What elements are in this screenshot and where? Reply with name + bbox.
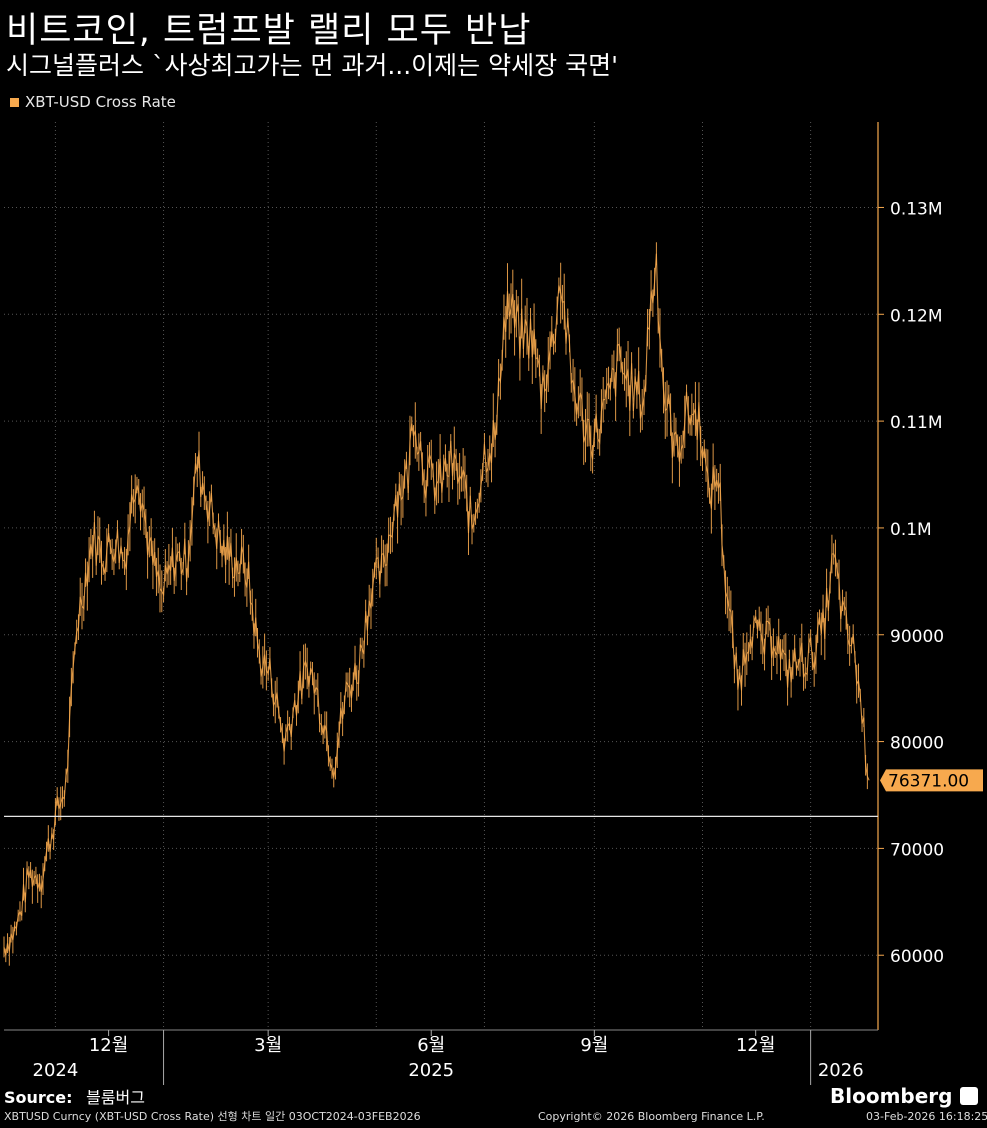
y-tick-label: 90000 <box>890 627 944 647</box>
y-tick-label: 0.1M <box>890 520 932 540</box>
chart-subtitle: 시그널플러스 `사상최고가는 먼 과거...이제는 약세장 국면' <box>6 51 618 80</box>
y-tick-label: 60000 <box>890 947 944 967</box>
x-year-label: 2024 <box>33 1060 79 1081</box>
x-month-label: 9월 <box>580 1035 608 1056</box>
chart-title: 비트코인, 트럼프발 랠리 모두 반납 <box>6 11 532 51</box>
last-value-badge <box>880 769 983 792</box>
bloomberg-icon <box>960 1087 978 1105</box>
y-tick-label: 0.13M <box>890 199 943 219</box>
source: Source: 블룸버그 <box>4 1084 145 1108</box>
grid-lines <box>4 122 878 1030</box>
y-tick-label: 80000 <box>890 734 944 754</box>
legend-swatch <box>10 97 19 107</box>
timestamp: 03-Feb-2026 16:18:25 <box>866 1110 987 1123</box>
copyright: Copyright© 2026 Bloomberg Finance L.P. <box>538 1110 765 1123</box>
x-month-label: 12월 <box>736 1035 775 1056</box>
x-month-label: 3월 <box>254 1035 282 1056</box>
legend-label: XBT-USD Cross Rate <box>25 93 176 111</box>
axes: 60000 70000 80000 90000 0.1M 0.11M 0.12M 0.13M 1… <box>4 122 983 1085</box>
y-tick-label: 70000 <box>890 840 944 860</box>
x-month-label: 6월 <box>417 1035 445 1056</box>
last-value-tag: 76371.00 <box>880 769 983 792</box>
chart-footnote: XBTUSD Curncy (XBT-USD Cross Rate) 선형 차트… <box>4 1110 421 1123</box>
price-line <box>3 253 870 956</box>
source-value: 블룸버그 <box>86 1088 145 1107</box>
x-month-label: 12월 <box>89 1035 128 1056</box>
y-tick-label: 0.11M <box>890 413 943 433</box>
price-series <box>3 242 870 966</box>
source-label: Source: <box>4 1088 73 1107</box>
x-year-label: 2025 <box>408 1060 454 1081</box>
x-year-label: 2026 <box>818 1060 864 1081</box>
last-value-label: 76371.00 <box>888 771 969 791</box>
legend: XBT-USD Cross Rate <box>10 93 176 111</box>
y-tick-label: 0.12M <box>890 306 943 326</box>
brand-logo: Bloomberg <box>830 1084 953 1108</box>
